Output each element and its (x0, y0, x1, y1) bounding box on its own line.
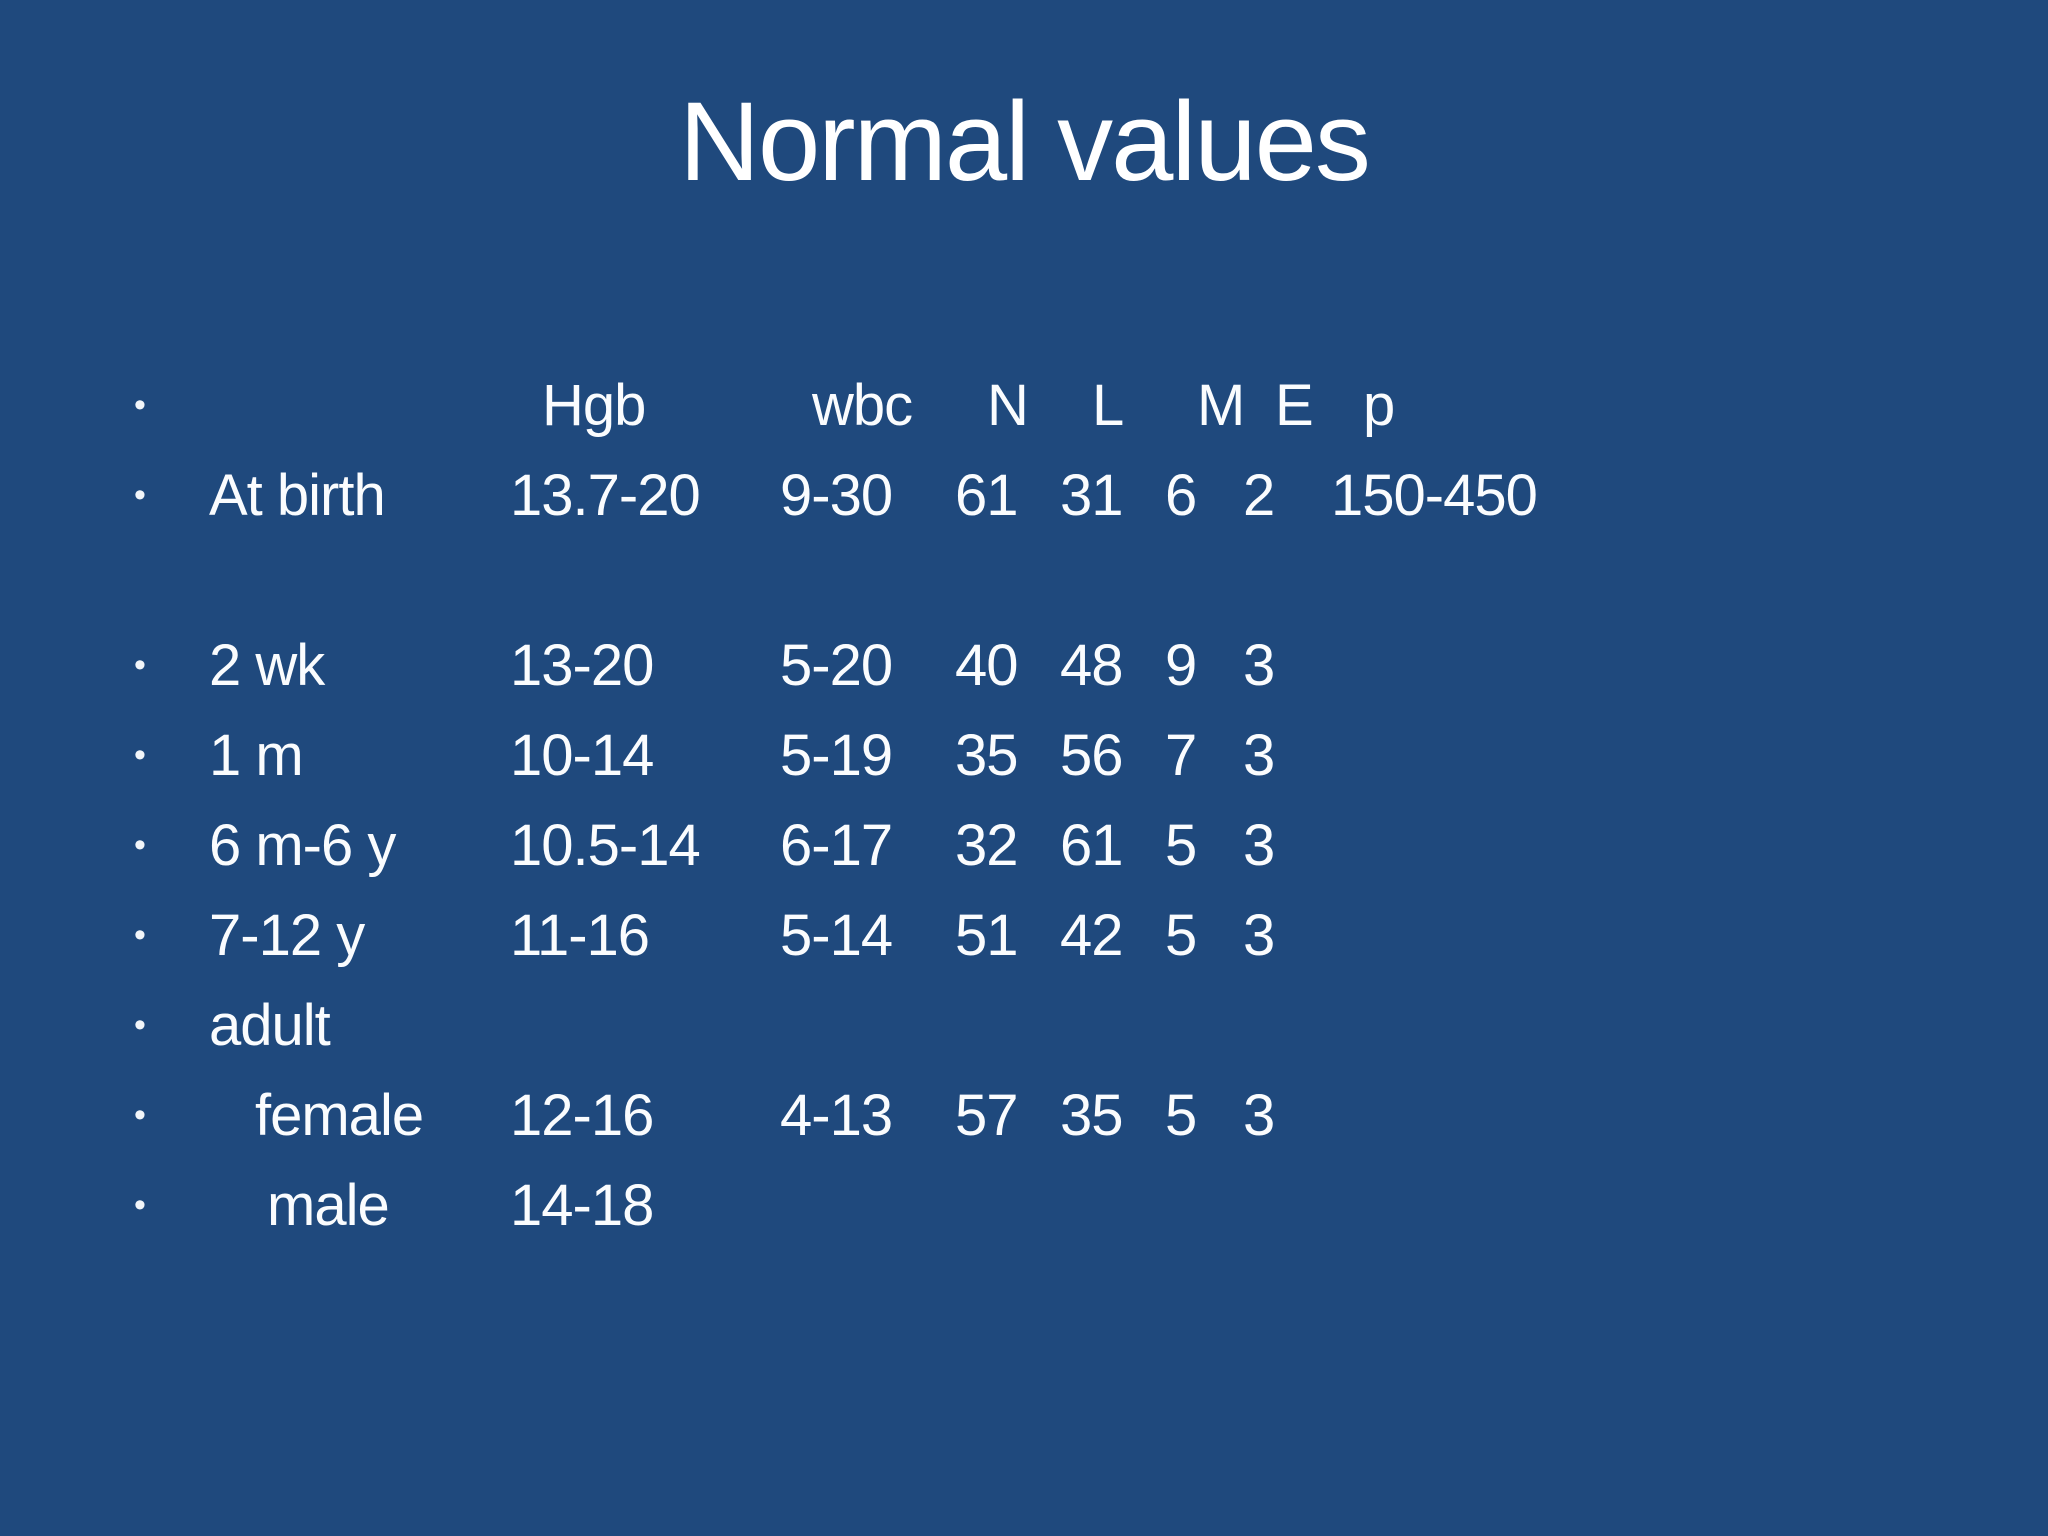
bullet-icon: • (134, 386, 146, 424)
cell-l: 42 (1060, 902, 1124, 968)
bullet-icon: • (134, 1186, 146, 1224)
cell-label: adult (209, 992, 331, 1058)
cell-wbc: 5-19 (780, 722, 893, 788)
cell-m: 9 (1165, 632, 1197, 698)
bullet-icon: • (134, 1096, 146, 1134)
cell-e: 3 (1243, 1082, 1275, 1148)
cell-wbc: 5-20 (780, 632, 893, 698)
cell-wbc: 4-13 (780, 1082, 893, 1148)
cell-p: 150-450 (1331, 462, 1538, 528)
table-row: • adult (0, 980, 2048, 1070)
table-row: • 6 m-6 y 10.5-14 6-17 32 61 5 3 (0, 800, 2048, 890)
cell-n: 40 (955, 632, 1019, 698)
cell-n: 51 (955, 902, 1019, 968)
cell-label: 7-12 y (209, 902, 365, 968)
header-p: p (1363, 372, 1395, 438)
cell-e: 3 (1243, 632, 1275, 698)
table-row: • 2 wk 13-20 5-20 40 48 9 3 (0, 620, 2048, 710)
header-m: M (1197, 372, 1245, 438)
table-row: • At birth 13.7-20 9-30 61 31 6 2 150-45… (0, 450, 2048, 540)
cell-e: 3 (1243, 812, 1275, 878)
header-n: N (987, 372, 1029, 438)
cell-hgb: 12-16 (510, 1082, 654, 1148)
bullet-icon: • (134, 646, 146, 684)
cell-wbc: 5-14 (780, 902, 893, 968)
cell-wbc: 9-30 (780, 462, 893, 528)
cell-e: 3 (1243, 902, 1275, 968)
cell-label: female (255, 1082, 424, 1148)
cell-hgb: 10-14 (510, 722, 654, 788)
table-row: • female 12-16 4-13 57 35 5 3 (0, 1070, 2048, 1160)
cell-e: 2 (1243, 462, 1275, 528)
cell-n: 57 (955, 1082, 1019, 1148)
cell-l: 48 (1060, 632, 1124, 698)
cell-m: 5 (1165, 812, 1197, 878)
table-row: • male 14-18 (0, 1160, 2048, 1250)
bullet-icon: • (134, 916, 146, 954)
cell-label: 1 m (209, 722, 304, 788)
cell-m: 5 (1165, 902, 1197, 968)
cell-label: At birth (209, 462, 386, 528)
cell-n: 35 (955, 722, 1019, 788)
cell-m: 5 (1165, 1082, 1197, 1148)
cell-label: 2 wk (209, 632, 325, 698)
page-title: Normal values (679, 79, 1371, 204)
bullet-icon: • (134, 736, 146, 774)
cell-hgb: 10.5-14 (510, 812, 701, 878)
cell-l: 35 (1060, 1082, 1124, 1148)
bullet-icon: • (134, 476, 146, 514)
cell-n: 61 (955, 462, 1019, 528)
table-row: • 7-12 y 11-16 5-14 51 42 5 3 (0, 890, 2048, 980)
header-wbc: wbc (812, 372, 913, 438)
header-e: E (1275, 372, 1314, 438)
cell-n: 32 (955, 812, 1019, 878)
cell-m: 7 (1165, 722, 1197, 788)
cell-hgb: 13-20 (510, 632, 654, 698)
cell-hgb: 14-18 (510, 1172, 654, 1238)
table-header-row: • Hgb wbc N L M E p (0, 360, 2048, 450)
header-l: L (1092, 372, 1124, 438)
cell-label: male (267, 1172, 390, 1238)
cell-label: 6 m-6 y (209, 812, 396, 878)
cell-hgb: 11-16 (510, 902, 650, 968)
bullet-icon: • (134, 826, 146, 864)
blank-line (0, 540, 2048, 620)
cell-l: 56 (1060, 722, 1124, 788)
cell-l: 61 (1060, 812, 1124, 878)
cell-l: 31 (1060, 462, 1124, 528)
cell-e: 3 (1243, 722, 1275, 788)
values-table: • Hgb wbc N L M E p • At birth 13.7-20 9… (0, 360, 2048, 1250)
bullet-icon: • (134, 1006, 146, 1044)
cell-hgb: 13.7-20 (510, 462, 701, 528)
cell-m: 6 (1165, 462, 1197, 528)
header-hgb: Hgb (542, 372, 646, 438)
table-row: • 1 m 10-14 5-19 35 56 7 3 (0, 710, 2048, 800)
cell-wbc: 6-17 (780, 812, 893, 878)
